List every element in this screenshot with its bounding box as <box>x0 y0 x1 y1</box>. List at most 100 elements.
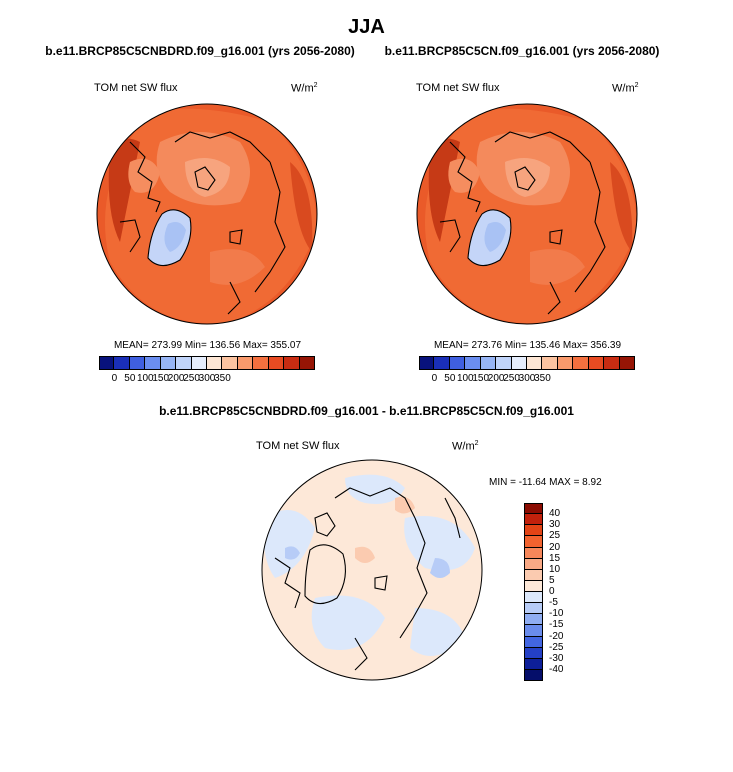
colorbar-3-tick-label: 20 <box>549 541 561 553</box>
colorbar-2-swatch-4 <box>480 356 497 370</box>
colorbar-1-swatch-0 <box>99 356 115 370</box>
panel-2-units: W/m2 <box>612 82 639 95</box>
colorbar-2-tick-label: 250 <box>503 373 520 384</box>
panel-1-field <box>97 104 317 324</box>
colorbar-3-swatch-1 <box>524 514 543 526</box>
colorbar-1-tick-label: 100 <box>136 373 154 384</box>
panel-1-colorbar-ticks: 0 50 100 150 200 250 300 350 <box>99 373 315 385</box>
colorbar-1-swatch-8 <box>222 356 238 370</box>
colorbar-2-swatch-3 <box>465 356 481 370</box>
colorbar-3-tick-label: 30 <box>549 519 561 531</box>
diff-colorbar <box>524 503 543 681</box>
colorbar-2-tick-label: 300 <box>518 373 536 384</box>
colorbar-3-swatch-11 <box>524 625 543 637</box>
colorbar-3-swatch-3 <box>524 536 543 548</box>
colorbar-3-tick-label: 40 <box>549 508 561 520</box>
diff-field <box>262 460 482 680</box>
colorbar-2-swatch-12 <box>604 356 620 370</box>
colorbar-1-swatch-9 <box>237 356 254 370</box>
diff-polar-map <box>261 459 483 681</box>
colorbar-1-swatch-2 <box>129 356 146 370</box>
diff-coastlines <box>274 487 461 671</box>
colorbar-2-swatch-11 <box>588 356 605 370</box>
colorbar-2-swatch-1 <box>434 356 450 370</box>
colorbar-3-tick-label: 0 <box>549 586 555 597</box>
colorbar-3-swatch-8 <box>524 592 543 604</box>
colorbar-1-tick-label: 200 <box>167 373 185 384</box>
colorbar-3-swatch-6 <box>524 569 543 581</box>
colorbar-2-tick-label: 200 <box>487 373 505 384</box>
panel-1-variable-label: TOM net SW flux <box>94 82 178 94</box>
colorbar-2-swatch-0 <box>419 356 435 370</box>
colorbar-3-swatch-14 <box>524 658 543 670</box>
colorbar-3-swatch-15 <box>524 669 543 681</box>
colorbar-3-swatch-10 <box>524 614 543 626</box>
figure-title: JJA <box>348 16 385 38</box>
colorbar-1-swatch-11 <box>268 356 285 370</box>
colorbar-3-swatch-7 <box>524 580 543 592</box>
panel-2-stats: MEAN= 273.76 Min= 135.46 Max= 356.39 <box>433 340 622 351</box>
colorbar-1-swatch-7 <box>207 356 223 370</box>
colorbar-3-tick-label: 15 <box>549 552 561 564</box>
colorbar-3-swatch-0 <box>524 503 543 515</box>
colorbar-2-swatch-7 <box>527 356 543 370</box>
panel-1-colorbar <box>99 356 315 370</box>
colorbar-2-swatch-9 <box>557 356 574 370</box>
colorbar-1-tick-label: 150 <box>152 373 170 384</box>
panel-2-variable-label: TOM net SW flux <box>416 82 500 94</box>
colorbar-3-tick-label: -15 <box>549 619 564 631</box>
diff-case-title: b.e11.BRCP85C5CNBDRD.f09_g16.001 - b.e11… <box>159 404 574 418</box>
colorbar-3-tick-label: -25 <box>549 641 564 653</box>
colorbar-3-tick-label: -30 <box>549 652 564 664</box>
colorbar-2-swatch-6 <box>511 356 527 370</box>
colorbar-3-tick-label: -10 <box>549 608 564 620</box>
colorbar-1-tick-label: 350 <box>214 373 231 384</box>
colorbar-3-tick-label: 5 <box>549 574 555 586</box>
colorbar-3-tick-label: -20 <box>549 630 564 642</box>
panel-2-colorbar-ticks: 0 50 100 150 200 250 300 350 <box>419 373 635 385</box>
colorbar-2-swatch-13 <box>619 356 635 370</box>
colorbar-2-tick-label: 100 <box>456 373 474 384</box>
colorbar-1-swatch-4 <box>160 356 177 370</box>
panel-1-coastlines <box>119 131 286 315</box>
panel-2-colorbar <box>419 356 635 370</box>
colorbar-3-swatch-12 <box>524 636 543 648</box>
colorbar-1-tick-label: 0 <box>111 373 118 384</box>
colorbar-1-tick-label: 250 <box>183 373 200 384</box>
colorbar-2-tick-label: 150 <box>472 373 490 384</box>
colorbar-2-swatch-10 <box>573 356 589 370</box>
colorbar-2-tick-label: 50 <box>444 373 456 384</box>
colorbar-3-tick-label: 25 <box>549 530 561 542</box>
colorbar-1-swatch-5 <box>176 356 192 370</box>
diff-units: W/m2 <box>452 440 479 453</box>
colorbar-3-swatch-13 <box>524 647 543 659</box>
colorbar-1-tick-label: 50 <box>124 373 136 384</box>
colorbar-2-swatch-8 <box>542 356 558 370</box>
panel-2-coastlines <box>439 131 606 315</box>
colorbar-3-swatch-4 <box>524 547 543 559</box>
colorbar-3-swatch-5 <box>524 558 543 570</box>
colorbar-2-swatch-2 <box>449 356 466 370</box>
colorbar-1-swatch-13 <box>299 356 315 370</box>
colorbar-3-swatch-9 <box>524 603 543 615</box>
diff-stats: MIN = -11.64 MAX = 8.92 <box>489 477 602 488</box>
colorbar-3-tick-label: -5 <box>549 597 558 609</box>
panel-1-units: W/m2 <box>291 82 318 95</box>
colorbar-3-tick-label: 10 <box>549 563 561 575</box>
colorbar-2-tick-label: 350 <box>534 373 551 384</box>
panel-1-polar-map <box>96 103 318 325</box>
colorbar-1-swatch-1 <box>114 356 130 370</box>
colorbar-2-swatch-5 <box>496 356 512 370</box>
diff-colorbar-ticks: 40 30 25 20 15 10 5 0 -5 -10 -15 -20 -25 -30 -40 <box>549 503 589 681</box>
panel-2-case-title: b.e11.BRCP85C5CN.f09_g16.001 (yrs 2056-2… <box>384 44 660 58</box>
panel-1-stats: MEAN= 273.99 Min= 136.56 Max= 355.07 <box>113 340 302 351</box>
diff-variable-label: TOM net SW flux <box>256 440 340 452</box>
colorbar-1-swatch-10 <box>253 356 269 370</box>
colorbar-3-tick-label: -40 <box>549 663 564 675</box>
panel-1-case-title: b.e11.BRCP85C5CNBDRD.f09_g16.001 (yrs 20… <box>45 44 355 58</box>
panel-2-polar-map <box>416 103 638 325</box>
colorbar-1-swatch-3 <box>145 356 161 370</box>
colorbar-1-swatch-12 <box>284 356 300 370</box>
colorbar-3-swatch-2 <box>524 525 543 537</box>
colorbar-1-tick-label: 300 <box>198 373 216 384</box>
